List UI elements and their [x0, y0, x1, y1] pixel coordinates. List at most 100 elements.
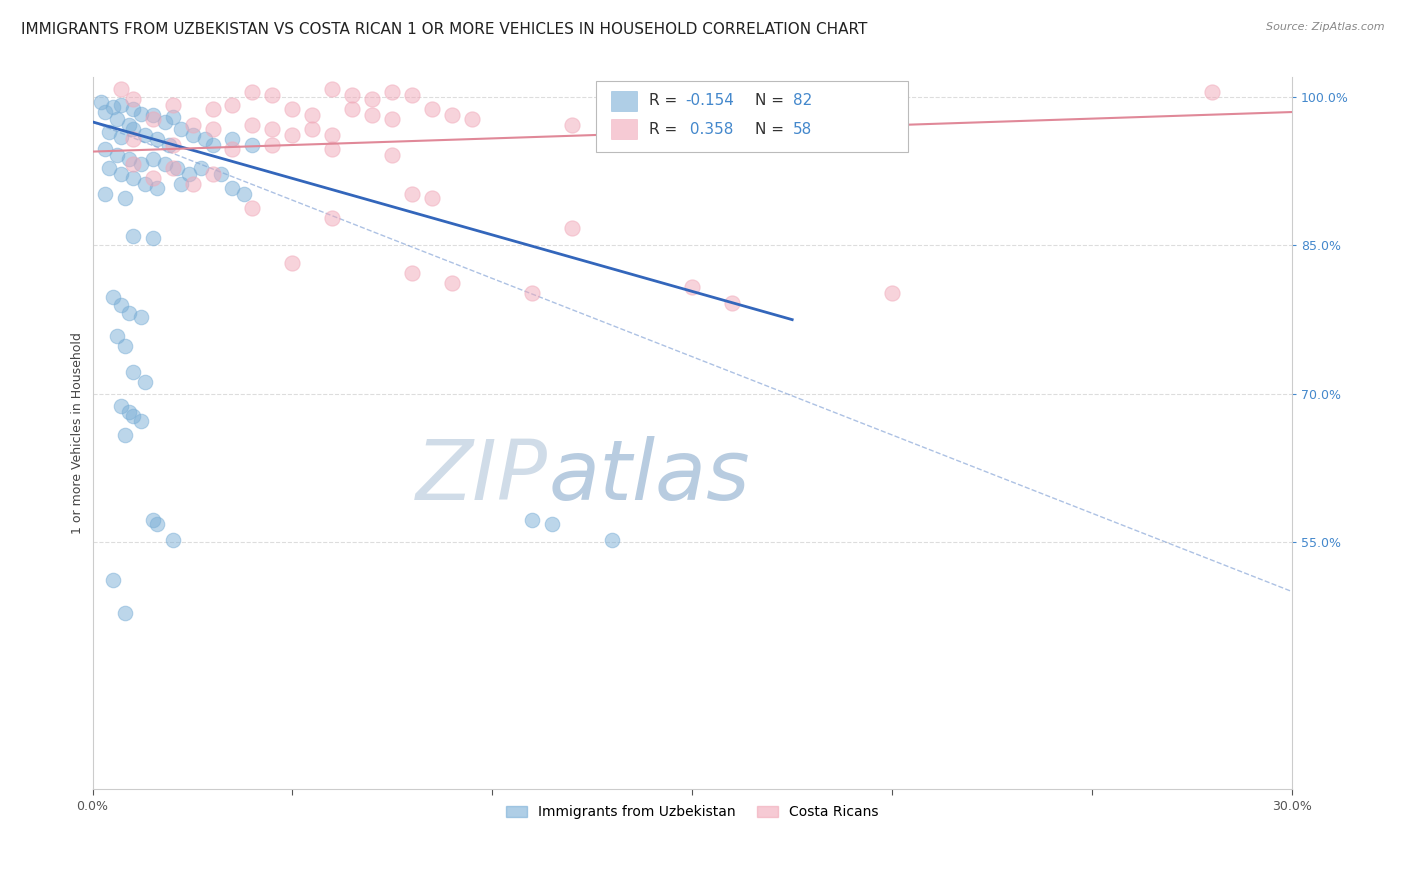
Point [121, 409, 143, 423]
Point [321, 82, 343, 96]
Point [242, 201, 264, 215]
Point [101, 290, 124, 304]
Point [145, 517, 167, 532]
Point [114, 606, 136, 620]
Point [129, 107, 152, 121]
Point [882, 285, 904, 300]
Point [121, 92, 143, 106]
Point [105, 329, 128, 343]
FancyBboxPatch shape [596, 81, 908, 153]
Point [157, 137, 180, 152]
Point [110, 82, 132, 96]
Point [129, 310, 152, 324]
Point [141, 108, 163, 122]
Point [117, 404, 139, 418]
Point [162, 110, 184, 124]
Point [242, 137, 264, 152]
Text: ZIP: ZIP [416, 435, 548, 516]
Point [209, 167, 232, 181]
Point [1201, 85, 1223, 99]
Point [201, 102, 224, 116]
Point [121, 228, 143, 243]
Point [221, 98, 243, 112]
Point [522, 513, 544, 527]
Point [110, 399, 132, 413]
Point [134, 178, 156, 192]
Point [342, 88, 364, 103]
Text: R =: R = [650, 94, 682, 109]
Point [141, 152, 163, 166]
Point [153, 115, 176, 129]
Point [110, 98, 132, 112]
Point [129, 157, 152, 171]
Point [301, 121, 323, 136]
Point [281, 128, 304, 142]
Point [422, 191, 444, 205]
Point [361, 108, 384, 122]
Point [242, 118, 264, 132]
Point [97, 161, 120, 176]
Point [381, 147, 404, 161]
Point [321, 142, 343, 156]
Point [114, 191, 136, 205]
Point [129, 414, 152, 428]
Legend: Immigrants from Uzbekistan, Costa Ricans: Immigrants from Uzbekistan, Costa Ricans [501, 800, 884, 825]
FancyBboxPatch shape [610, 120, 637, 139]
Point [441, 276, 464, 290]
Point [121, 102, 143, 116]
Point [162, 137, 184, 152]
Point [321, 128, 343, 142]
Point [422, 102, 444, 116]
Point [121, 365, 143, 379]
Point [93, 142, 115, 156]
Point [121, 132, 143, 146]
Point [162, 533, 184, 547]
Text: Source: ZipAtlas.com: Source: ZipAtlas.com [1267, 22, 1385, 32]
Point [461, 112, 484, 126]
Point [162, 161, 184, 176]
Point [121, 171, 143, 186]
Point [201, 167, 224, 181]
Point [141, 230, 163, 244]
Point [600, 121, 623, 136]
Point [90, 95, 112, 110]
Point [190, 161, 212, 176]
Point [145, 132, 167, 146]
Point [381, 85, 404, 99]
Point [169, 178, 191, 192]
Point [281, 102, 304, 116]
Text: -0.154: -0.154 [685, 94, 734, 109]
Point [117, 152, 139, 166]
Point [522, 285, 544, 300]
Point [141, 513, 163, 527]
Point [181, 178, 204, 192]
Text: 0.358: 0.358 [685, 122, 734, 136]
Point [281, 256, 304, 270]
Point [321, 211, 343, 225]
Text: IMMIGRANTS FROM UZBEKISTAN VS COSTA RICAN 1 OR MORE VEHICLES IN HOUSEHOLD CORREL: IMMIGRANTS FROM UZBEKISTAN VS COSTA RICA… [21, 22, 868, 37]
Point [221, 142, 243, 156]
Point [721, 296, 744, 310]
Point [93, 187, 115, 202]
FancyBboxPatch shape [610, 91, 637, 111]
Point [166, 161, 188, 176]
Point [242, 85, 264, 99]
Point [101, 573, 124, 587]
Point [541, 517, 564, 532]
Point [221, 132, 243, 146]
Point [105, 112, 128, 126]
Text: 58: 58 [793, 122, 813, 136]
Point [110, 167, 132, 181]
Point [262, 88, 284, 103]
Point [117, 306, 139, 320]
Point [162, 98, 184, 112]
Text: N =: N = [755, 94, 789, 109]
Point [169, 121, 191, 136]
Point [193, 132, 215, 146]
Point [177, 167, 200, 181]
Point [401, 266, 423, 280]
Point [181, 128, 204, 142]
Point [105, 147, 128, 161]
Point [681, 280, 703, 294]
Point [221, 181, 243, 195]
